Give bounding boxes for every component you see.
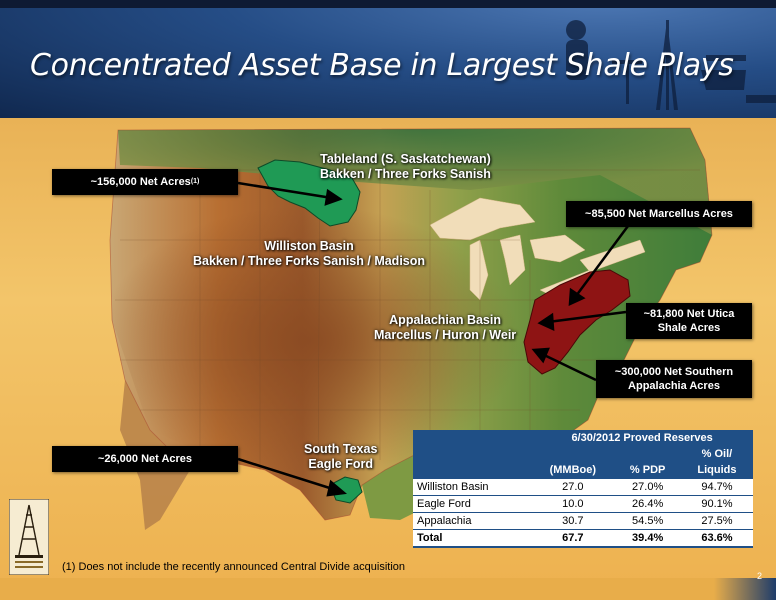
eagle-ford-acres-callout: ~26,000 Net Acres <box>52 446 238 472</box>
table-header-blank-3 <box>531 446 615 462</box>
col-header-pdp: % PDP <box>614 462 681 479</box>
slide-title: Concentrated Asset Base in Largest Shale… <box>30 48 734 83</box>
appalachian-label-line2: Marcellus / Huron / Weir <box>374 328 517 342</box>
utica-acres-line2: Shale Acres <box>657 322 721 334</box>
marcellus-acres-callout: ~85,500 Net Marcellus Acres <box>566 201 752 227</box>
tableland-label-line2: Bakken / Three Forks Sanish <box>320 167 491 181</box>
tableland-label: Tableland (S. Saskatchewan) Bakken / Thr… <box>320 152 491 182</box>
table-header-blank-2 <box>413 446 532 462</box>
table-header-title-row: 6/30/2012 Proved Reserves <box>413 430 753 446</box>
appalachian-basin-label: Appalachian Basin Marcellus / Huron / We… <box>374 313 516 343</box>
appalachian-label-line1: Appalachian Basin <box>389 313 501 327</box>
utica-acres-line1: ~81,800 Net Utica <box>643 308 735 320</box>
eagle-ford-region <box>329 476 363 504</box>
williston-label-line1: Williston Basin <box>264 239 354 253</box>
table-row: Eagle Ford 10.0 26.4% 90.1% <box>413 495 753 513</box>
utica-acres-callout: ~81,800 Net Utica Shale Acres <box>626 303 752 339</box>
title-banner: Concentrated Asset Base in Largest Shale… <box>0 0 776 118</box>
total-mmboe: 67.7 <box>531 529 615 548</box>
table-total-row: Total 67.7 39.4% 63.6% <box>413 529 753 548</box>
row-pdp: 54.5% <box>614 512 681 530</box>
table-header-title: 6/30/2012 Proved Reserves <box>531 430 753 446</box>
bottom-bar <box>0 578 776 600</box>
table-header-blank <box>413 430 532 446</box>
table-header-blank-4 <box>614 446 681 462</box>
williston-label-line2: Bakken / Three Forks Sanish / Madison <box>193 254 426 268</box>
state-borders <box>115 169 700 471</box>
appalachia-region <box>523 269 631 375</box>
col-header-mmboe: (MMBoe) <box>531 462 615 479</box>
row-name: Eagle Ford <box>413 495 532 513</box>
tableland-label-line1: Tableland (S. Saskatchewan) <box>320 152 491 166</box>
row-mmboe: 10.0 <box>531 495 615 513</box>
table-row: Appalachia 30.7 54.5% 27.5% <box>413 512 753 530</box>
williston-acres-text: ~156,000 Net Acres <box>90 176 191 188</box>
oilfield-silhouette-icon <box>566 20 776 110</box>
south-texas-label-line2: Eagle Ford <box>308 457 373 471</box>
row-name: Appalachia <box>413 512 532 530</box>
southern-appalachia-line1: ~300,000 Net Southern <box>614 366 734 378</box>
proved-reserves-table: 6/30/2012 Proved Reserves % Oil/ (MMBoe)… <box>413 430 753 548</box>
williston-basin-label: Williston Basin Bakken / Three Forks San… <box>193 239 425 269</box>
south-texas-label-line1: South Texas <box>304 442 378 456</box>
table-header-blank-5 <box>413 462 532 479</box>
col-header-oil-line1: % Oil/ <box>680 446 753 462</box>
row-mmboe: 30.7 <box>531 512 615 530</box>
footnote: (1) Does not include the recently announ… <box>62 561 406 573</box>
row-name: Williston Basin <box>413 478 532 496</box>
southern-appalachia-acres-callout: ~300,000 Net Southern Appalachia Acres <box>596 360 752 398</box>
williston-region <box>257 159 361 227</box>
map-landmass <box>110 128 712 530</box>
south-texas-label: South Texas Eagle Ford <box>304 442 377 472</box>
total-oil: 63.6% <box>680 529 753 548</box>
total-name: Total <box>413 529 532 548</box>
table-header-row-1: % Oil/ <box>413 446 753 462</box>
row-pdp: 27.0% <box>614 478 681 496</box>
williston-acres-callout: ~156,000 Net Acres (1) <box>52 169 238 195</box>
table-row: Williston Basin 27.0 27.0% 94.7% <box>413 478 753 496</box>
row-pdp: 26.4% <box>614 495 681 513</box>
company-logo-icon <box>9 499 49 575</box>
row-mmboe: 27.0 <box>531 478 615 496</box>
page-number: 2 <box>756 571 762 581</box>
williston-acres-footnote-ref: (1) <box>190 178 200 185</box>
table-header-row-2: (MMBoe) % PDP Liquids <box>413 462 753 479</box>
southern-appalachia-line2: Appalachia Acres <box>628 380 720 392</box>
top-strip <box>0 0 776 8</box>
row-oil: 90.1% <box>680 495 753 513</box>
total-pdp: 39.4% <box>614 529 681 548</box>
eagle-ford-acres-text: ~26,000 Net Acres <box>97 453 193 465</box>
callout-arrows <box>237 181 630 497</box>
col-header-oil-line2: Liquids <box>680 462 753 479</box>
row-oil: 27.5% <box>680 512 753 530</box>
row-oil: 94.7% <box>680 478 753 496</box>
marcellus-acres-text: ~85,500 Net Marcellus Acres <box>585 208 733 220</box>
